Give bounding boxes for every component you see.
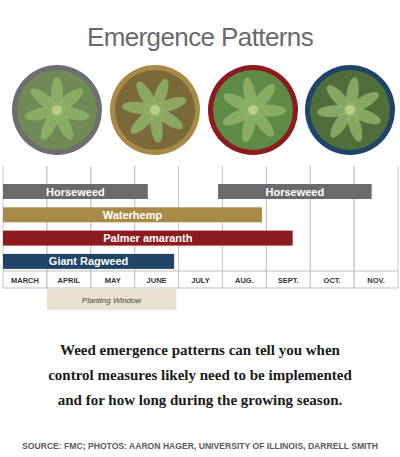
tick-label: JULY bbox=[191, 276, 209, 285]
tick-label: MAY bbox=[105, 276, 121, 285]
planting-window bbox=[47, 289, 176, 310]
bar bbox=[218, 184, 372, 199]
photo-image bbox=[17, 70, 97, 150]
photo-ring bbox=[110, 65, 200, 155]
grid-line bbox=[178, 166, 179, 288]
source: SOURCE: FMC; PHOTOS: AARON HAGER, UNIVER… bbox=[22, 441, 378, 451]
bar-label: Palmer amaranth bbox=[103, 232, 193, 244]
leaf-center bbox=[248, 105, 258, 115]
axis-line bbox=[3, 271, 398, 272]
tick-label: AUG. bbox=[235, 276, 254, 285]
photo-ring bbox=[12, 65, 102, 155]
grid-line bbox=[398, 166, 399, 288]
bar-labels: Horseweed Horseweed Waterhemp Palmer amaran… bbox=[46, 186, 324, 268]
tick-label: APRIL bbox=[58, 276, 81, 285]
photo bbox=[208, 65, 298, 155]
bar-label: Horseweed bbox=[266, 186, 325, 198]
planting-window-label: Planting Window bbox=[82, 296, 143, 305]
bar-label: Giant Ragweed bbox=[49, 255, 128, 267]
bar bbox=[3, 207, 262, 222]
title: Emergence Patterns bbox=[87, 22, 314, 52]
tick-label: JUNE bbox=[147, 276, 167, 285]
caption: Weed emergence patterns can tell you whe… bbox=[60, 342, 341, 358]
photo-ring bbox=[208, 65, 298, 155]
chart: Emergence Patterns MARCH APRIL MAY JUNE JULY A… bbox=[0, 0, 400, 457]
caption: and for how long during the growing seas… bbox=[58, 392, 343, 408]
photo bbox=[110, 65, 200, 155]
leaf-center bbox=[52, 105, 62, 115]
bar bbox=[3, 254, 174, 269]
photo-image bbox=[213, 70, 293, 150]
photo-image bbox=[115, 70, 195, 150]
grid-line bbox=[178, 166, 179, 288]
photo bbox=[305, 65, 395, 155]
tick-label: OCT. bbox=[324, 276, 341, 285]
photo-image bbox=[310, 70, 390, 150]
leaf bbox=[27, 85, 61, 116]
tick-label: NOV. bbox=[367, 276, 385, 285]
caption: control measures likely need to be imple… bbox=[48, 367, 352, 383]
leaf-center bbox=[345, 105, 355, 115]
photo-ring bbox=[305, 65, 395, 155]
bar bbox=[3, 231, 293, 246]
bar-label: Horseweed bbox=[46, 186, 105, 198]
bars bbox=[3, 184, 372, 269]
axis-line bbox=[3, 288, 398, 289]
bar bbox=[3, 184, 148, 199]
tick-label: MARCH bbox=[11, 276, 39, 285]
leaf-center bbox=[150, 105, 160, 115]
photo bbox=[12, 65, 102, 155]
tick-label: SEPT. bbox=[278, 276, 299, 285]
bar-label: Waterhemp bbox=[103, 209, 163, 221]
